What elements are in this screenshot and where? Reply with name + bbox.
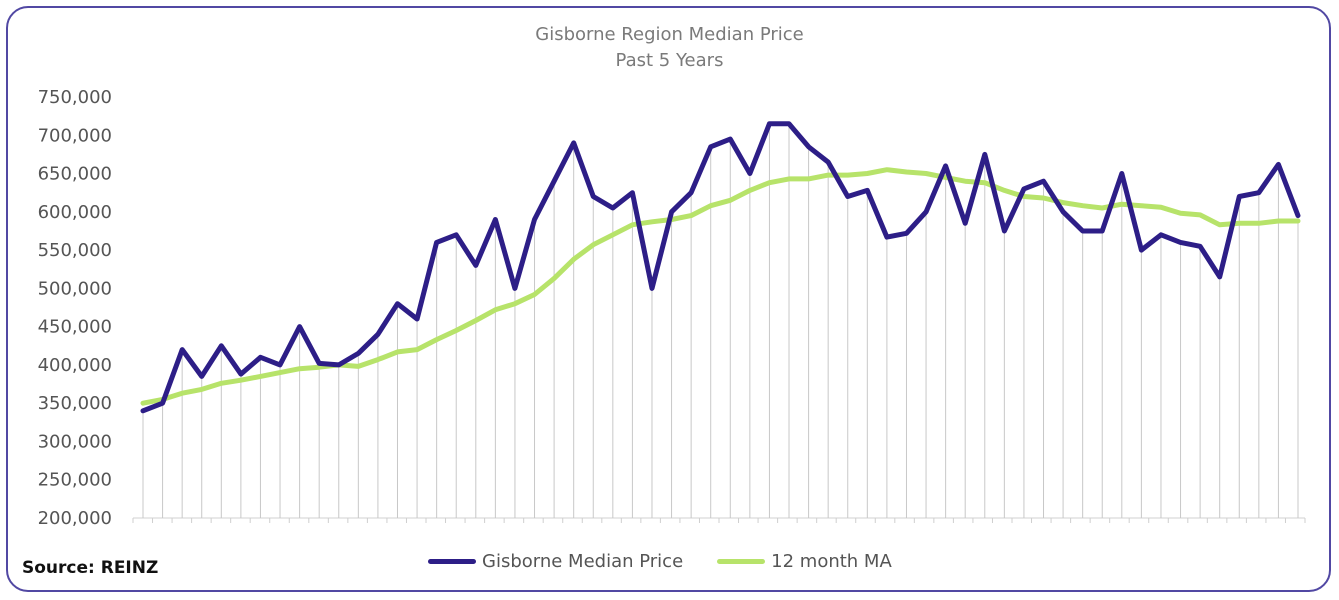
y-tick-label: 350,000 [38,393,112,414]
legend-swatch-median [428,559,476,564]
legend: Gisborne Median Price 12 month MA [428,551,892,572]
legend-label-ma: 12 month MA [771,551,892,572]
y-tick-label: 650,000 [38,164,112,185]
series-line-12-month-ma [140,167,1301,406]
y-tick-label: 700,000 [38,125,112,146]
chart-title: Gisborne Region Median Price [535,24,804,45]
y-tick-label: 550,000 [38,240,112,261]
series-line-median-price [140,121,1301,414]
legend-label-median: Gisborne Median Price [482,551,684,572]
y-tick-label: 500,000 [38,278,112,299]
y-tick-label: 750,000 [38,87,112,108]
legend-item-median: Gisborne Median Price [428,551,683,572]
y-tick-label: 400,000 [38,355,112,376]
y-tick-label: 300,000 [38,431,112,452]
y-tick-label: 200,000 [38,508,112,529]
legend-swatch-ma [717,559,766,564]
y-tick-label: 250,000 [38,470,112,491]
y-tick-label: 450,000 [38,317,112,338]
legend-item-ma: 12 month MA [717,551,892,572]
source-label: Source: REINZ [22,558,159,578]
chart-subtitle: Past 5 Years [615,50,724,71]
chart-frame [6,6,1331,592]
y-tick-label: 600,000 [38,202,112,223]
